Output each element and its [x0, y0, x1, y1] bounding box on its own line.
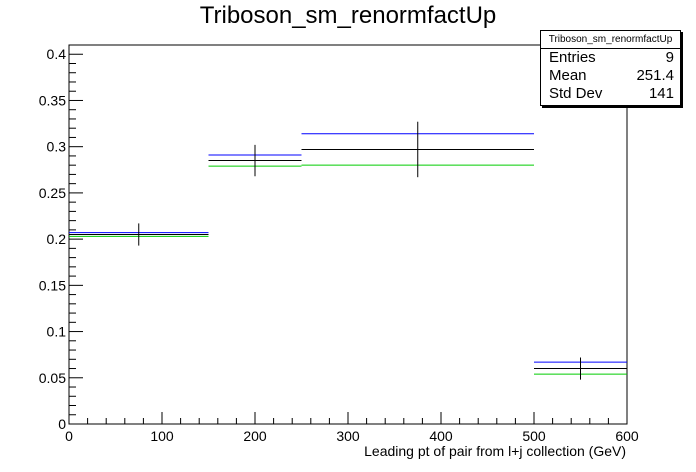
- y-tick-label: 0.15: [39, 277, 66, 293]
- y-tick-label: 0: [58, 416, 66, 432]
- x-tick-label: 300: [336, 428, 360, 444]
- y-tick-label: 0.2: [47, 231, 67, 247]
- stats-label: Entries: [549, 49, 596, 66]
- stats-row-mean: Mean 251.4: [541, 67, 680, 85]
- stats-value: 251.4: [636, 67, 674, 84]
- x-tick-label: 0: [65, 428, 73, 444]
- x-tick-label: 100: [150, 428, 174, 444]
- y-tick-label: 0.1: [47, 324, 67, 340]
- chart-title: Triboson_sm_renormfactUp: [199, 2, 497, 29]
- y-tick-label: 0.35: [39, 92, 66, 108]
- stats-row-entries: Entries 9: [541, 49, 680, 67]
- y-tick-label: 0.4: [47, 46, 67, 62]
- stats-row-stddev: Std Dev 141: [541, 85, 680, 103]
- y-tick-label: 0.25: [39, 185, 66, 201]
- y-tick-label: 0.05: [39, 370, 66, 386]
- x-tick-label: 400: [429, 428, 453, 444]
- stats-box-title: Triboson_sm_renormfactUp: [541, 31, 680, 49]
- x-tick-label: 600: [615, 428, 639, 444]
- y-tick-label: 0.3: [47, 139, 67, 155]
- stats-label: Std Dev: [549, 85, 603, 102]
- x-axis-label: Leading pt of pair from l+j collection (…: [364, 443, 626, 459]
- stats-label: Mean: [549, 67, 587, 84]
- stats-box: Triboson_sm_renormfactUp Entries 9 Mean …: [540, 30, 681, 106]
- x-tick-label: 200: [243, 428, 267, 444]
- x-tick-label: 500: [522, 428, 546, 444]
- stats-value: 9: [665, 49, 674, 66]
- stats-value: 141: [648, 85, 674, 102]
